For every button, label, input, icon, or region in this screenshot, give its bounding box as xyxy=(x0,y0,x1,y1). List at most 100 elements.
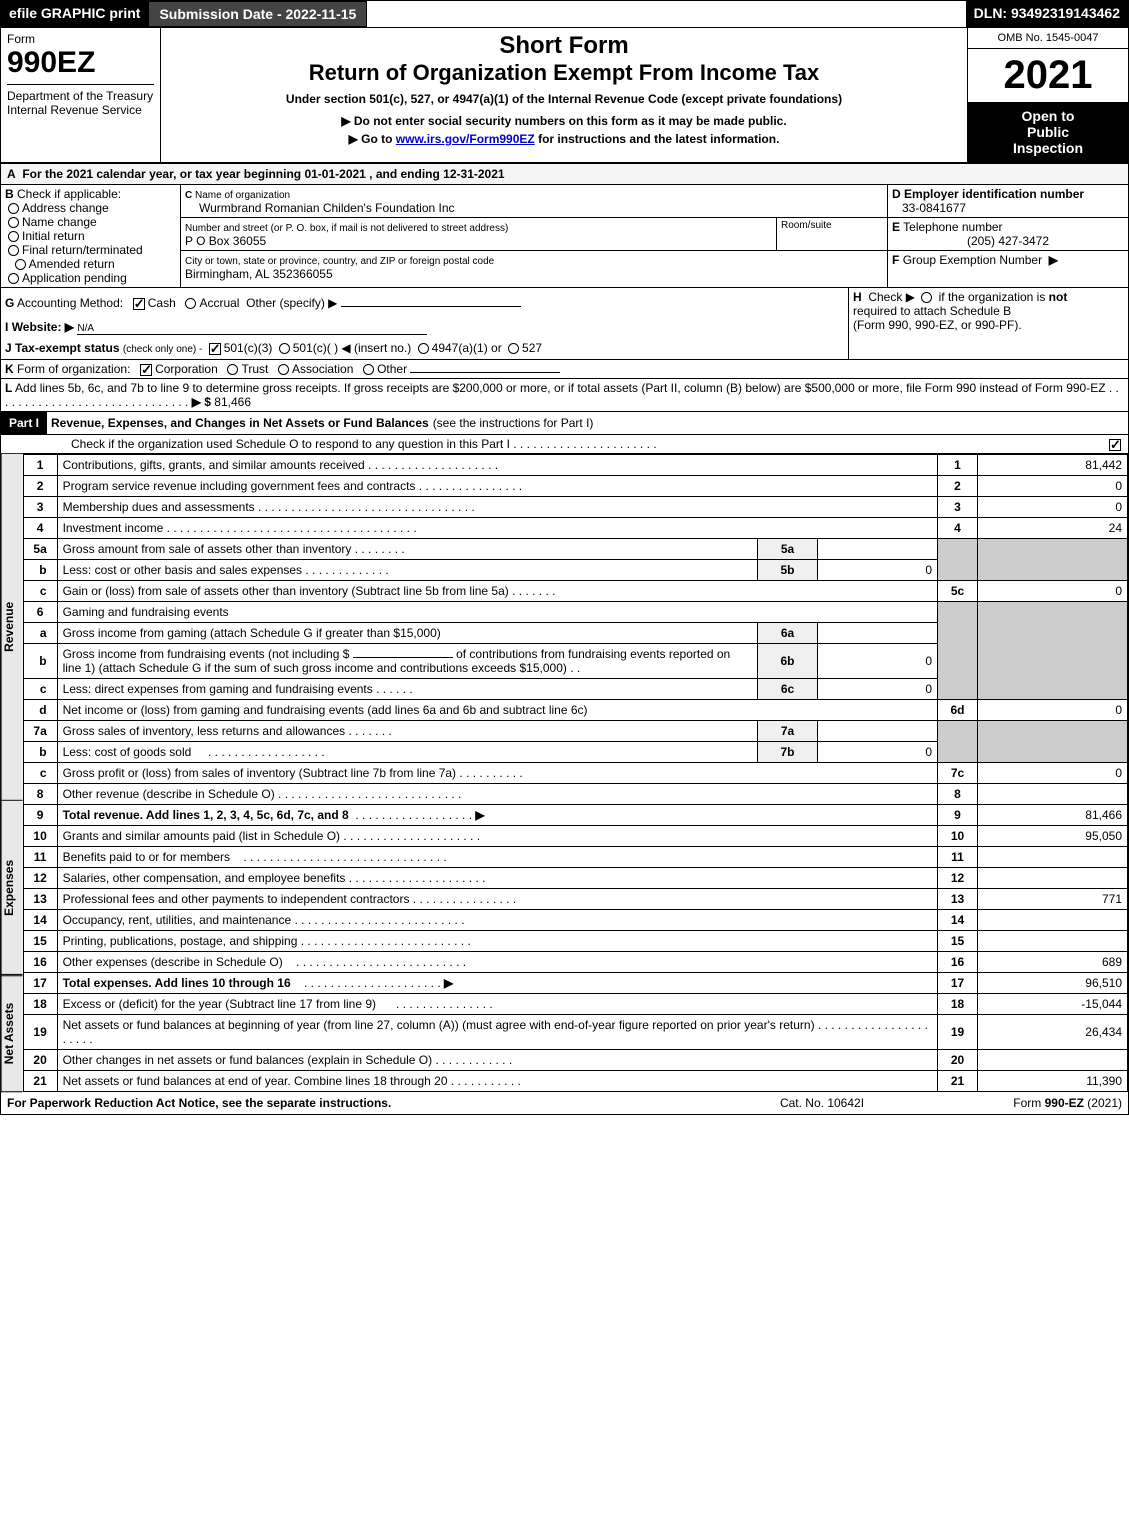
chk-other-org[interactable] xyxy=(363,364,374,375)
line-5a: 5aGross amount from sale of assets other… xyxy=(23,539,1127,560)
l6c-desc: Less: direct expenses from gaming and fu… xyxy=(63,682,373,696)
line-17: 17Total expenses. Add lines 10 through 1… xyxy=(23,973,1127,994)
chk-name-change[interactable] xyxy=(8,217,19,228)
footer-left: For Paperwork Reduction Act Notice, see … xyxy=(7,1096,722,1110)
b-label: Check if applicable: xyxy=(17,187,121,201)
form-header: Form 990EZ Department of the Treasury In… xyxy=(1,28,1128,164)
chk-association[interactable] xyxy=(278,364,289,375)
chk-accrual[interactable] xyxy=(185,298,196,309)
l6b-blank[interactable] xyxy=(353,657,453,658)
ssn-note: ▶ Do not enter social security numbers o… xyxy=(167,114,961,128)
line-7a: 7aGross sales of inventory, less returns… xyxy=(23,721,1127,742)
l1-val: 81,442 xyxy=(978,455,1128,476)
line-3: 3Membership dues and assessments . . . .… xyxy=(23,497,1127,518)
h-text4: (Form 990, 990-EZ, or 990-PF). xyxy=(853,318,1022,332)
chk-501c[interactable] xyxy=(279,343,290,354)
chk-schedule-o[interactable] xyxy=(1109,439,1121,451)
opt-501c: 501(c)( ) ◀ (insert no.) xyxy=(293,341,412,355)
l10-desc: Grants and similar amounts paid (list in… xyxy=(63,829,340,843)
side-labels: Revenue Expenses Net Assets xyxy=(1,454,23,1092)
l6d-val: 0 xyxy=(978,700,1128,721)
line-21: 21Net assets or fund balances at end of … xyxy=(23,1071,1127,1092)
part1-tag: Part I xyxy=(1,412,47,434)
k-label: Form of organization: xyxy=(17,362,130,376)
l2-val: 0 xyxy=(978,476,1128,497)
f-letter: F xyxy=(892,253,899,267)
l-arrow: ▶ $ xyxy=(192,395,211,409)
line-a: A For the 2021 calendar year, or tax yea… xyxy=(1,164,1128,185)
l7c-desc: Gross profit or (loss) from sales of inv… xyxy=(63,766,456,780)
part1-check-row: Check if the organization used Schedule … xyxy=(1,435,1128,454)
chk-527[interactable] xyxy=(508,343,519,354)
f-label: Group Exemption Number xyxy=(903,253,1042,267)
l3-val: 0 xyxy=(978,497,1128,518)
line-10: 10Grants and similar amounts paid (list … xyxy=(23,826,1127,847)
l13-val: 771 xyxy=(978,889,1128,910)
opt-accrual: Accrual xyxy=(199,296,239,310)
chk-sched-b[interactable] xyxy=(921,292,932,303)
chk-amended-return[interactable] xyxy=(15,259,26,270)
gross-receipts-value: 81,466 xyxy=(214,395,251,409)
e-label: Telephone number xyxy=(903,220,1002,234)
line-9: 9Total revenue. Add lines 1, 2, 3, 4, 5c… xyxy=(23,805,1127,826)
chk-cash[interactable] xyxy=(133,298,145,310)
l6-desc: Gaming and fundraising events xyxy=(57,602,937,623)
other-org-line[interactable] xyxy=(410,372,560,373)
col-b: B Check if applicable: Address change Na… xyxy=(1,185,181,287)
line-5c: cGain or (loss) from sale of assets othe… xyxy=(23,581,1127,602)
l16-val: 689 xyxy=(978,952,1128,973)
line-15: 15Printing, publications, postage, and s… xyxy=(23,931,1127,952)
l5c-val: 0 xyxy=(978,581,1128,602)
l5c-desc: Gain or (loss) from sale of assets other… xyxy=(63,584,509,598)
l18-val: -15,044 xyxy=(978,994,1128,1015)
l9-val: 81,466 xyxy=(978,805,1128,826)
chk-application-pending[interactable] xyxy=(8,273,19,284)
line-6: 6Gaming and fundraising events xyxy=(23,602,1127,623)
lines-table: 1Contributions, gifts, grants, and simil… xyxy=(23,454,1128,1092)
l16-desc: Other expenses (describe in Schedule O) xyxy=(63,955,283,969)
j-label: Tax-exempt status xyxy=(15,341,119,355)
l5a-val xyxy=(818,539,938,560)
opt-application-pending: Application pending xyxy=(22,271,127,285)
other-specify-line[interactable] xyxy=(341,306,521,307)
l15-desc: Printing, publications, postage, and shi… xyxy=(63,934,298,948)
room-suite-label: Room/suite xyxy=(777,218,887,250)
chk-trust[interactable] xyxy=(227,364,238,375)
efile-button[interactable]: efile GRAPHIC print xyxy=(1,1,148,27)
chk-final-return[interactable] xyxy=(8,245,19,256)
dln-label: DLN: 93492319143462 xyxy=(966,1,1128,27)
irs-link[interactable]: www.irs.gov/Form990EZ xyxy=(396,132,535,146)
col-c: C Name of organization Wurmbrand Romania… xyxy=(181,185,888,287)
l6b-val: 0 xyxy=(818,644,938,679)
chk-4947[interactable] xyxy=(418,343,429,354)
row-k: K Form of organization: Corporation Trus… xyxy=(1,360,1128,379)
chk-initial-return[interactable] xyxy=(8,231,19,242)
part1-sub: (see the instructions for Part I) xyxy=(433,416,594,430)
lines-wrapper: Revenue Expenses Net Assets 1Contributio… xyxy=(1,454,1128,1092)
chk-corporation[interactable] xyxy=(140,364,152,376)
l8-desc: Other revenue (describe in Schedule O) xyxy=(63,787,275,801)
h-text2: if the organization is xyxy=(939,290,1049,304)
chk-501c3[interactable] xyxy=(209,343,221,355)
footer-r-suffix: (2021) xyxy=(1084,1096,1122,1110)
chk-address-change[interactable] xyxy=(8,203,19,214)
l6d-desc: Net income or (loss) from gaming and fun… xyxy=(57,700,937,721)
l9-desc: Total revenue. Add lines 1, 2, 3, 4, 5c,… xyxy=(63,808,349,822)
org-city: Birmingham, AL 352366055 xyxy=(185,267,333,281)
website-value: N/A xyxy=(77,323,94,334)
goto-line: ▶ Go to www.irs.gov/Form990EZ for instru… xyxy=(167,132,961,146)
footer-r-prefix: Form xyxy=(1013,1096,1044,1110)
l19-desc: Net assets or fund balances at beginning… xyxy=(63,1018,815,1032)
d-letter: D xyxy=(892,187,901,201)
l17-arrow: ▶ xyxy=(444,976,453,990)
line-6d: dNet income or (loss) from gaming and fu… xyxy=(23,700,1127,721)
l6a-val xyxy=(818,623,938,644)
footer-right: Form 990-EZ (2021) xyxy=(922,1096,1122,1110)
open-l1: Open to xyxy=(974,108,1122,124)
l7c-val: 0 xyxy=(978,763,1128,784)
line-a-text: For the 2021 calendar year, or tax year … xyxy=(22,167,504,181)
opt-trust: Trust xyxy=(241,362,268,376)
l11-desc: Benefits paid to or for members xyxy=(63,850,230,864)
opt-final-return: Final return/terminated xyxy=(22,243,143,257)
line-7c: cGross profit or (loss) from sales of in… xyxy=(23,763,1127,784)
